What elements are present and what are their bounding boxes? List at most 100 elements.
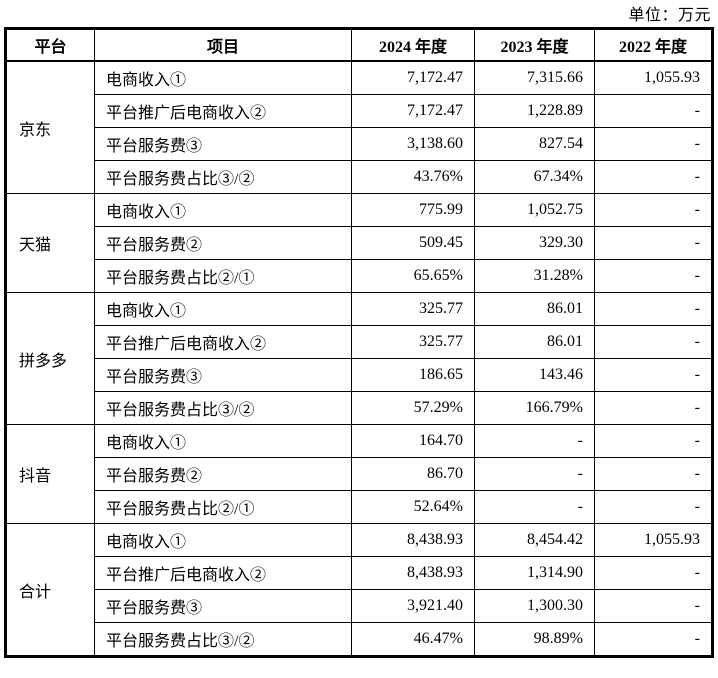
- value-cell-2024: 65.65%: [351, 259, 475, 293]
- table-row: 平台服务费③ 3,921.40 1,300.30 -: [6, 589, 713, 623]
- table-row: 平台服务费③ 186.65 143.46 -: [6, 358, 713, 392]
- table-row: 平台服务费② 86.70 - -: [6, 457, 713, 491]
- item-cell: 平台服务费③: [94, 127, 352, 161]
- value-cell-2024: 7,172.47: [351, 94, 475, 128]
- table-row: 平台服务费占比③/② 57.29% 166.79% -: [6, 391, 713, 425]
- value-cell-2024: 3,138.60: [351, 127, 475, 161]
- table-row: 平台推广后电商收入② 8,438.93 1,314.90 -: [6, 556, 713, 590]
- table-row: 合计 电商收入① 8,438.93 8,454.42 1,055.93: [5, 523, 713, 657]
- item-cell: 电商收入①: [94, 523, 352, 557]
- value-cell-2022: 1,055.93: [594, 60, 713, 95]
- value-cell-2023: 8,454.42: [474, 523, 595, 557]
- value-cell-2023: 329.30: [474, 226, 595, 260]
- table-row: 平台服务费占比②/① 52.64% - -: [6, 490, 713, 524]
- table-row: 平台服务费③ 3,138.60 827.54 -: [6, 127, 713, 161]
- value-cell-2023: 1,052.75: [474, 193, 595, 227]
- value-cell-2023: 31.28%: [474, 259, 595, 293]
- value-cell-2024: 7,172.47: [351, 60, 475, 95]
- item-cell: 平台服务费占比③/②: [94, 160, 352, 194]
- header-2023: 2023 年度: [474, 28, 595, 62]
- value-cell-2024: 46.47%: [351, 622, 475, 657]
- table-row: 抖音 电商收入① 164.70 - -: [5, 424, 713, 524]
- value-cell-2022: -: [594, 160, 713, 194]
- item-cell: 平台服务费②: [94, 457, 352, 491]
- value-cell-2024: 325.77: [351, 325, 475, 359]
- value-cell-2022: -: [594, 292, 713, 326]
- item-cell: 平台推广后电商收入②: [94, 556, 352, 590]
- platform-cell-pdd: 拼多多: [5, 292, 95, 425]
- item-cell: 平台服务费③: [94, 358, 352, 392]
- value-cell-2022: 1,055.93: [594, 523, 713, 557]
- table-row: 平台服务费占比③/② 46.47% 98.89% -: [6, 622, 713, 657]
- value-cell-2022: -: [594, 622, 713, 657]
- value-cell-2023: -: [474, 457, 595, 491]
- header-item: 项目: [94, 28, 352, 62]
- value-cell-2023: 1,300.30: [474, 589, 595, 623]
- value-cell-2022: -: [594, 358, 713, 392]
- value-cell-2024: 8,438.93: [351, 556, 475, 590]
- value-cell-2023: 98.89%: [474, 622, 595, 657]
- value-cell-2023: 827.54: [474, 127, 595, 161]
- item-cell: 平台推广后电商收入②: [94, 94, 352, 128]
- value-cell-2022: -: [594, 226, 713, 260]
- value-cell-2023: 86.01: [474, 292, 595, 326]
- platform-cell-tmall: 天猫: [5, 193, 95, 293]
- platform-cell-total: 合计: [5, 523, 95, 657]
- value-cell-2022: -: [594, 391, 713, 425]
- value-cell-2024: 325.77: [351, 292, 475, 326]
- table-row: 平台推广后电商收入② 7,172.47 1,228.89 -: [6, 94, 713, 128]
- value-cell-2022: -: [594, 127, 713, 161]
- header-row: 平台 项目 2024 年度 2023 年度 2022 年度: [5, 28, 713, 62]
- item-cell: 电商收入①: [94, 292, 352, 326]
- platform-cell-douyin: 抖音: [5, 424, 95, 524]
- value-cell-2022: -: [594, 457, 713, 491]
- value-cell-2024: 8,438.93: [351, 523, 475, 557]
- table-row: 平台推广后电商收入② 325.77 86.01 -: [6, 325, 713, 359]
- value-cell-2022: -: [594, 556, 713, 590]
- table-row: 平台服务费② 509.45 329.30 -: [6, 226, 713, 260]
- item-cell: 电商收入①: [94, 424, 352, 458]
- value-cell-2024: 186.65: [351, 358, 475, 392]
- value-cell-2024: 86.70: [351, 457, 475, 491]
- table-row: 平台服务费占比②/① 65.65% 31.28% -: [6, 259, 713, 293]
- platform-cell-jd: 京东: [5, 60, 95, 194]
- item-cell: 平台服务费③: [94, 589, 352, 623]
- value-cell-2023: 143.46: [474, 358, 595, 392]
- table-row: 平台服务费占比③/② 43.76% 67.34% -: [6, 160, 713, 194]
- value-cell-2023: 1,228.89: [474, 94, 595, 128]
- table-row: 京东 电商收入① 7,172.47 7,315.66 1,055.93: [5, 60, 713, 194]
- item-cell: 平台服务费占比③/②: [94, 622, 352, 657]
- value-cell-2024: 52.64%: [351, 490, 475, 524]
- item-cell: 平台服务费占比③/②: [94, 391, 352, 425]
- value-cell-2024: 57.29%: [351, 391, 475, 425]
- value-cell-2022: -: [594, 259, 713, 293]
- value-cell-2022: -: [594, 589, 713, 623]
- header-platform: 平台: [5, 28, 95, 62]
- item-cell: 电商收入①: [94, 60, 352, 95]
- value-cell-2023: 86.01: [474, 325, 595, 359]
- value-cell-2024: 43.76%: [351, 160, 475, 194]
- table-row: 天猫 电商收入① 775.99 1,052.75 -: [5, 193, 713, 293]
- value-cell-2024: 775.99: [351, 193, 475, 227]
- header-2022: 2022 年度: [594, 28, 713, 62]
- value-cell-2024: 164.70: [351, 424, 475, 458]
- header-2024: 2024 年度: [351, 28, 475, 62]
- item-cell: 平台推广后电商收入②: [94, 325, 352, 359]
- value-cell-2023: 1,314.90: [474, 556, 595, 590]
- value-cell-2023: 7,315.66: [474, 60, 595, 95]
- value-cell-2023: -: [474, 424, 595, 458]
- value-cell-2023: 166.79%: [474, 391, 595, 425]
- unit-label: 单位：万元: [628, 7, 711, 24]
- value-cell-2023: 67.34%: [474, 160, 595, 194]
- item-cell: 电商收入①: [94, 193, 352, 227]
- value-cell-2024: 3,921.40: [351, 589, 475, 623]
- value-cell-2024: 509.45: [351, 226, 475, 260]
- item-cell: 平台服务费②: [94, 226, 352, 260]
- platform-service-fee-table: 平台 项目 2024 年度 2023 年度 2022 年度 京东 电商收入① 7…: [4, 27, 714, 658]
- value-cell-2023: -: [474, 490, 595, 524]
- value-cell-2022: -: [594, 325, 713, 359]
- value-cell-2022: -: [594, 94, 713, 128]
- value-cell-2022: -: [594, 193, 713, 227]
- value-cell-2022: -: [594, 490, 713, 524]
